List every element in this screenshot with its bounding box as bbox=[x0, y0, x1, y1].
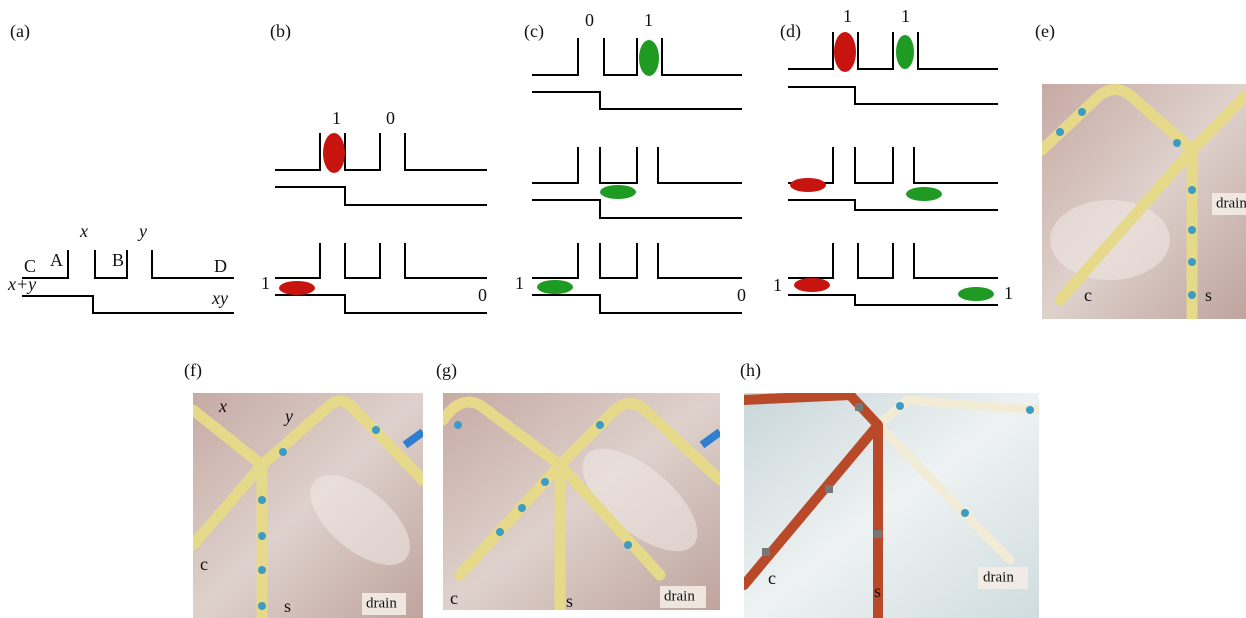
channel-walls bbox=[788, 32, 998, 104]
panel-f: (f) x y c s drain bbox=[184, 360, 425, 618]
label: s bbox=[1205, 285, 1212, 305]
label: x+y bbox=[7, 274, 36, 294]
droplet bbox=[537, 280, 573, 294]
channel-walls bbox=[532, 243, 742, 313]
label: c bbox=[1084, 285, 1092, 305]
label: c bbox=[450, 588, 458, 608]
label: y bbox=[137, 221, 147, 241]
droplet bbox=[600, 185, 636, 199]
label: drain bbox=[664, 588, 695, 604]
panel-d: (d) 1 1 1 1 bbox=[773, 6, 1013, 305]
label: y bbox=[283, 406, 293, 426]
panel-g: (g) c s drain bbox=[436, 360, 720, 618]
panel-label: (g) bbox=[436, 360, 457, 381]
photo bbox=[443, 393, 720, 618]
droplet bbox=[834, 32, 856, 72]
label: 1 bbox=[1004, 283, 1013, 303]
label: 1 bbox=[644, 10, 653, 30]
label: s bbox=[874, 581, 881, 601]
label: 1 bbox=[332, 108, 341, 128]
droplet bbox=[794, 278, 830, 292]
label: D bbox=[214, 256, 227, 276]
panel-label: (h) bbox=[740, 360, 761, 381]
channel-walls bbox=[532, 38, 742, 109]
label: x bbox=[218, 396, 227, 416]
droplet bbox=[790, 178, 826, 192]
label: B bbox=[112, 250, 124, 270]
label: c bbox=[768, 568, 776, 588]
panel-b: (b) 1 0 1 0 bbox=[261, 21, 487, 313]
label: 1 bbox=[901, 6, 910, 26]
panel-c: (c) 0 1 1 0 bbox=[515, 10, 746, 313]
panel-label: (c) bbox=[524, 21, 544, 42]
label: drain bbox=[1216, 195, 1246, 211]
channel-walls bbox=[275, 133, 487, 205]
droplet bbox=[323, 133, 345, 173]
panel-label: (d) bbox=[780, 21, 801, 42]
label: 1 bbox=[515, 273, 524, 293]
droplet bbox=[958, 287, 994, 301]
channel-walls bbox=[788, 147, 998, 210]
channel-walls bbox=[532, 147, 742, 218]
label: 0 bbox=[585, 10, 594, 30]
label: 0 bbox=[478, 285, 487, 305]
panel-e: (e) drain c s bbox=[1035, 21, 1246, 330]
label: C bbox=[24, 256, 36, 276]
panel-a: (a) x y A B C D x+y xy bbox=[7, 21, 234, 313]
label: s bbox=[284, 596, 291, 616]
channel-walls bbox=[275, 243, 487, 313]
panel-label: (b) bbox=[270, 21, 291, 42]
label: A bbox=[50, 250, 63, 270]
panel-label: (f) bbox=[184, 360, 202, 381]
label: drain bbox=[366, 595, 397, 611]
panel-label: (a) bbox=[10, 21, 30, 42]
droplet bbox=[906, 187, 942, 201]
label: s bbox=[566, 591, 573, 611]
label: 1 bbox=[843, 6, 852, 26]
panel-label: (e) bbox=[1035, 21, 1055, 42]
droplet bbox=[896, 35, 914, 69]
label: 0 bbox=[737, 285, 746, 305]
label: c bbox=[200, 554, 208, 574]
panel-h: (h) c s drain bbox=[740, 360, 1039, 618]
label: drain bbox=[983, 569, 1014, 585]
droplet bbox=[279, 281, 315, 295]
label: 0 bbox=[386, 108, 395, 128]
photo bbox=[193, 393, 425, 618]
figure: (a) x y A B C D x+y xy (b) 1 0 1 0 (c) 0… bbox=[0, 0, 1246, 618]
label: x bbox=[79, 221, 88, 241]
label: 1 bbox=[773, 275, 782, 295]
label: xy bbox=[211, 288, 228, 308]
label: 1 bbox=[261, 273, 270, 293]
droplet bbox=[639, 40, 659, 76]
